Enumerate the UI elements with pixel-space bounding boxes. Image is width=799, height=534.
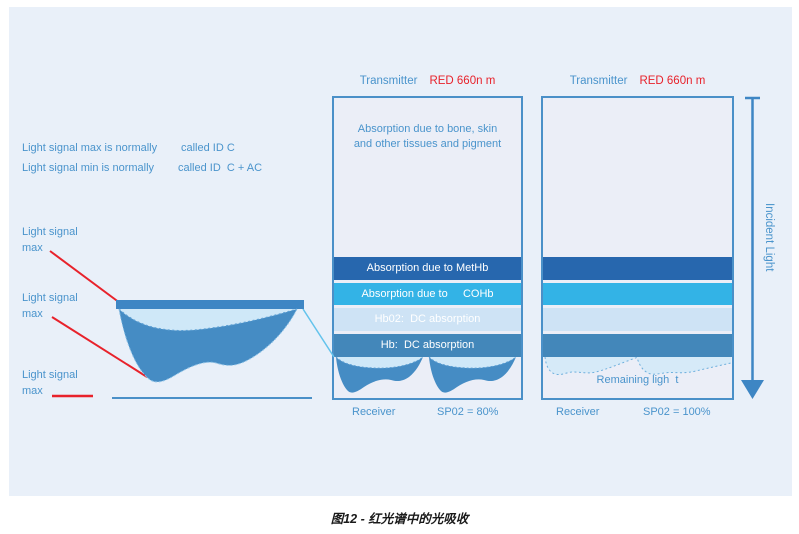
band-hb02	[543, 308, 732, 331]
band-methb	[543, 257, 732, 280]
called-idc-ac-text: called ID C + AC	[178, 162, 263, 174]
transmitter-label: Transmitter	[359, 75, 418, 87]
label-line2: max	[22, 385, 43, 397]
spo2-100-value: SP02 = 100%	[643, 406, 711, 418]
light-signal-min-normally-text: Light signal min is normally	[22, 162, 155, 174]
label-line1: Light signal	[22, 292, 78, 304]
label-light-signal-max-middle: Light signal max	[22, 290, 78, 322]
remaining-light-text: Remaining ligh t	[596, 374, 679, 386]
figure-caption: 图12 - 红光谱中的光吸收	[330, 512, 469, 526]
red-660nm-label: RED 660n m	[429, 75, 496, 87]
middle-header: Transmitter RED 660n m	[332, 75, 523, 87]
light-signal-max-normally-text: Light signal max is normally	[22, 142, 158, 154]
band-hb: Hb: DC absorption	[334, 334, 521, 357]
label-line1: Light signal	[22, 226, 78, 238]
called-idc-text: called ID C	[181, 142, 235, 154]
label-light-signal-max-top: Light signal max	[22, 224, 78, 256]
right-header: Transmitter RED 660n m	[541, 75, 734, 87]
transmitter-label: Transmitter	[569, 75, 628, 87]
incident-light-label: Incident Light	[763, 203, 775, 272]
band-hb02: Hb02: DC absorption	[334, 308, 521, 331]
receiver-label-100: Receiver	[556, 406, 600, 418]
absorption-box-100: Remaining ligh t	[541, 96, 734, 400]
band-hb	[543, 334, 732, 357]
label-line2: max	[22, 308, 43, 320]
label-line2: max	[22, 242, 43, 254]
label-line1: Light signal	[22, 369, 78, 381]
red-660nm-label: RED 660n m	[639, 75, 706, 87]
tissue-absorption-text: Absorption due to bone, skin and other t…	[353, 123, 502, 150]
receiver-label-80: Receiver	[352, 406, 396, 418]
absorption-box-80: Absorption due to bone, skin and other t…	[332, 96, 523, 400]
band-cohb: Absorption due to COHb	[334, 283, 521, 305]
label-light-signal-max-bottom: Light signal max	[22, 367, 78, 399]
band-methb: Absorption due to MetHb	[334, 257, 521, 280]
spo2-80-value: SP02 = 80%	[437, 406, 499, 418]
band-cohb	[543, 283, 732, 305]
